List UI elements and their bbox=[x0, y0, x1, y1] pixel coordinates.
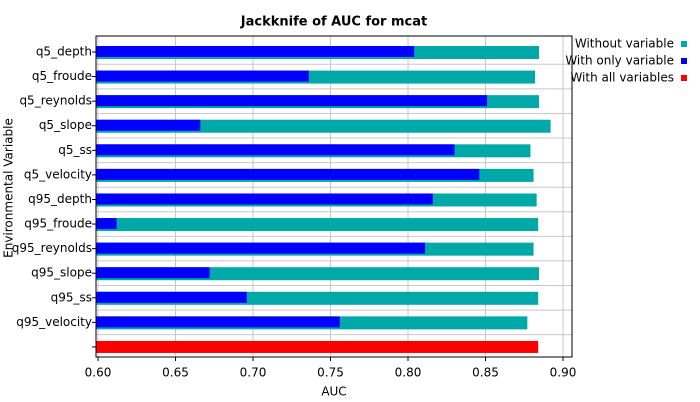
x-axis-label: AUC bbox=[321, 385, 346, 399]
bar bbox=[96, 70, 309, 82]
x-tick-label: 0.70 bbox=[240, 366, 267, 380]
x-tick-label: 0.65 bbox=[162, 366, 189, 380]
x-tick-label: 0.85 bbox=[472, 366, 499, 380]
y-tick-label: q95_velocity bbox=[16, 315, 92, 329]
y-tick-label: q5_velocity bbox=[24, 167, 92, 181]
bar bbox=[96, 168, 480, 180]
bar bbox=[96, 340, 539, 353]
y-tick-label: q5_reynolds bbox=[19, 94, 92, 108]
bar bbox=[96, 218, 539, 232]
legend-label: With all variables bbox=[570, 71, 674, 85]
bar bbox=[96, 193, 433, 205]
y-axis-label: Environmental Variable bbox=[2, 118, 16, 258]
legend-label: Without variable bbox=[575, 37, 674, 51]
x-tick-label: 0.60 bbox=[85, 366, 112, 380]
x-tick-label: 0.90 bbox=[550, 366, 577, 380]
bar bbox=[96, 316, 340, 328]
y-tick-label: q95_depth bbox=[28, 192, 92, 206]
y-tick-label: q95_slope bbox=[31, 266, 92, 280]
y-tick-label: q95_froude bbox=[24, 217, 92, 231]
bar bbox=[96, 46, 415, 57]
bar bbox=[96, 291, 247, 303]
bar bbox=[96, 218, 117, 230]
plot-frame bbox=[95, 35, 573, 358]
x-tick-label: 0.80 bbox=[395, 366, 422, 380]
bar bbox=[96, 144, 455, 156]
x-tick-label: 0.75 bbox=[317, 366, 344, 380]
bar bbox=[96, 119, 201, 131]
bar bbox=[96, 242, 426, 254]
chart-title: Jackknife of AUC for mcat bbox=[240, 15, 427, 30]
y-tick-label: q95_reynolds bbox=[12, 241, 92, 255]
legend-swatch bbox=[681, 58, 687, 64]
y-tick-label: q5_slope bbox=[39, 118, 92, 132]
bar bbox=[96, 95, 488, 107]
y-tick-label: q5_depth bbox=[36, 45, 92, 59]
legend-label: With only variable bbox=[565, 54, 674, 68]
y-tick-label: q5_ss bbox=[58, 143, 92, 157]
bar bbox=[96, 267, 210, 279]
bar bbox=[96, 119, 551, 133]
legend-swatch bbox=[681, 75, 687, 81]
y-tick-label: q5_froude bbox=[32, 69, 92, 83]
legend-swatch bbox=[681, 41, 687, 47]
y-tick-label: q95_ss bbox=[51, 290, 92, 304]
